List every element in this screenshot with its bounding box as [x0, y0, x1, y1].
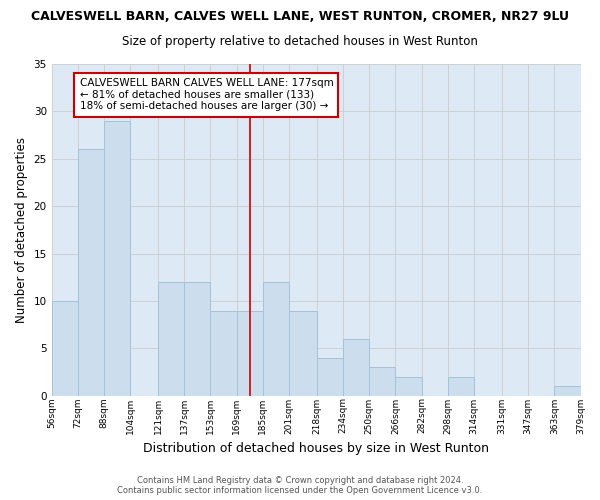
Bar	[52, 301, 78, 396]
Bar	[395, 377, 422, 396]
Bar	[554, 386, 581, 396]
Bar	[158, 282, 184, 396]
Bar	[263, 282, 289, 396]
Text: CALVESWELL BARN CALVES WELL LANE: 177sqm
← 81% of detached houses are smaller (1: CALVESWELL BARN CALVES WELL LANE: 177sqm…	[80, 78, 333, 112]
X-axis label: Distribution of detached houses by size in West Runton: Distribution of detached houses by size …	[143, 442, 489, 455]
Bar	[78, 150, 104, 396]
Y-axis label: Number of detached properties: Number of detached properties	[15, 137, 28, 323]
Text: Contains HM Land Registry data © Crown copyright and database right 2024.
Contai: Contains HM Land Registry data © Crown c…	[118, 476, 482, 495]
Text: CALVESWELL BARN, CALVES WELL LANE, WEST RUNTON, CROMER, NR27 9LU: CALVESWELL BARN, CALVES WELL LANE, WEST …	[31, 10, 569, 23]
Bar	[317, 358, 343, 396]
Bar	[236, 310, 263, 396]
Bar	[211, 310, 236, 396]
Bar	[343, 339, 369, 396]
Bar	[448, 377, 474, 396]
Bar	[104, 121, 130, 396]
Bar	[289, 310, 317, 396]
Bar	[184, 282, 211, 396]
Text: Size of property relative to detached houses in West Runton: Size of property relative to detached ho…	[122, 35, 478, 48]
Bar	[369, 368, 395, 396]
